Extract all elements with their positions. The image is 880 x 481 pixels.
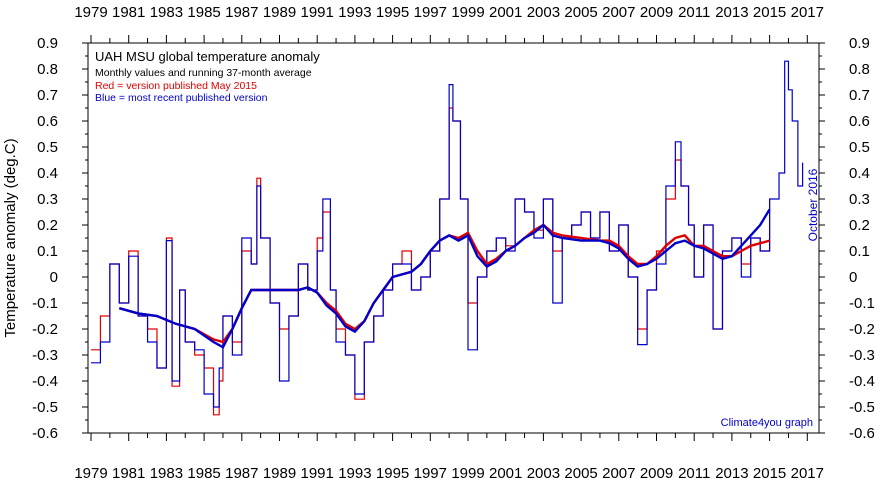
- x-tick-label-bottom: 2017: [791, 465, 824, 481]
- x-tick-label-top: 1991: [301, 4, 334, 21]
- x-tick-label-bottom: 2003: [527, 465, 560, 481]
- y-tick-label-right: -0.3: [849, 347, 875, 364]
- x-tick-label-bottom: 2011: [678, 465, 710, 481]
- x-tick-label-top: 1983: [150, 4, 183, 21]
- y-tick-label-right: 0.4: [849, 165, 870, 182]
- x-tick-label-bottom: 1979: [74, 465, 107, 481]
- plot-lines: [91, 60, 804, 416]
- y-tick-label-left: 0.4: [37, 165, 58, 182]
- y-tick-label-left: 0.6: [37, 113, 58, 130]
- y-tick-label-left: 0.7: [37, 87, 58, 104]
- x-tick-label-bottom: 2015: [753, 465, 786, 481]
- x-tick-label-top: 1993: [338, 4, 371, 21]
- blue-legend-note: Blue = most recent published version: [95, 92, 268, 104]
- x-tick-label-top: 2009: [640, 4, 673, 21]
- y-tick-label-left: 0.5: [37, 139, 58, 156]
- x-tick-label-top: 1981: [112, 4, 145, 21]
- y-tick-label-right: 0.7: [849, 87, 870, 104]
- x-tick-label-bottom: 1997: [414, 465, 447, 481]
- x-tick-label-top: 2011: [678, 4, 710, 21]
- y-tick-label-right: -0.4: [849, 373, 875, 390]
- x-tick-label-top: 2017: [791, 4, 824, 21]
- x-tick-label-top: 1999: [451, 4, 484, 21]
- x-tick-label-bottom: 1987: [225, 465, 258, 481]
- y-tick-label-right: 0.1: [849, 243, 870, 260]
- x-tick-label-bottom: 2007: [602, 465, 635, 481]
- x-tick-label-top: 1995: [376, 4, 409, 21]
- x-tick-label-bottom: 1989: [263, 465, 296, 481]
- y-tick-label-right: 0.6: [849, 113, 870, 130]
- x-tick-label-bottom: 1981: [112, 465, 145, 481]
- x-tick-label-bottom: 1991: [301, 465, 334, 481]
- y-tick-label-right: 0.9: [849, 35, 870, 52]
- y-tick-label-right: -0.6: [849, 425, 875, 442]
- x-tick-label-bottom: 1983: [150, 465, 183, 481]
- y-tick-label-right: 0.8: [849, 61, 870, 78]
- x-tick-label-top: 1987: [225, 4, 258, 21]
- x-tick-label-top: 1989: [263, 4, 296, 21]
- x-tick-label-bottom: 1985: [187, 465, 220, 481]
- date-label: October 2016: [806, 168, 820, 241]
- monthly-series-line: [91, 60, 804, 408]
- x-tick-label-bottom: 2013: [715, 465, 748, 481]
- y-tick-label-left: -0.3: [32, 347, 58, 364]
- y-tick-label-left: 0.2: [37, 217, 58, 234]
- y-tick-label-left: 0.1: [37, 243, 58, 260]
- y-tick-label-left: 0: [50, 269, 58, 286]
- y-tick-label-left: 0.3: [37, 191, 58, 208]
- x-tick-label-top: 2001: [489, 4, 522, 21]
- y-tick-label-right: 0: [849, 269, 857, 286]
- y-tick-label-right: 0.2: [849, 217, 870, 234]
- x-tick-label-bottom: 1995: [376, 465, 409, 481]
- x-tick-label-top: 1997: [414, 4, 447, 21]
- x-tick-label-top: 1985: [187, 4, 220, 21]
- y-tick-label-right: 0.5: [849, 139, 870, 156]
- y-tick-label-right: -0.1: [849, 295, 875, 312]
- credit-label: Climate4you graph: [721, 417, 813, 429]
- y-tick-label-left: -0.2: [32, 321, 58, 338]
- y-tick-label-right: -0.2: [849, 321, 875, 338]
- x-tick-label-bottom: 2005: [564, 465, 597, 481]
- y-tick-label-right: -0.5: [849, 399, 875, 416]
- y-tick-label-left: -0.6: [32, 425, 58, 442]
- y-tick-label-left: 0.9: [37, 35, 58, 52]
- red-legend-note: Red = version published May 2015: [95, 80, 257, 92]
- x-tick-label-bottom: 1993: [338, 465, 371, 481]
- running-average-line: [118, 208, 771, 349]
- x-tick-label-top: 2005: [564, 4, 597, 21]
- x-tick-label-bottom: 1999: [451, 465, 484, 481]
- y-tick-label-right: 0.3: [849, 191, 870, 208]
- x-tick-label-top: 2007: [602, 4, 635, 21]
- chart-title: UAH MSU global temperature anomaly: [95, 49, 320, 64]
- axes: 1979197919811981198319831985198519871987…: [32, 4, 875, 481]
- x-tick-label-bottom: 2009: [640, 465, 673, 481]
- x-tick-label-top: 2015: [753, 4, 786, 21]
- x-tick-label-top: 2013: [715, 4, 748, 21]
- y-axis-title: Temperature anomaly (deg.C): [2, 138, 19, 337]
- y-tick-label-left: -0.5: [32, 399, 58, 416]
- y-tick-label-left: -0.4: [32, 373, 58, 390]
- y-tick-label-left: 0.8: [37, 61, 58, 78]
- x-tick-label-top: 2003: [527, 4, 560, 21]
- x-tick-label-top: 1979: [74, 4, 107, 21]
- y-tick-label-left: -0.1: [32, 295, 58, 312]
- x-tick-label-bottom: 2001: [489, 465, 522, 481]
- chart-subtitle: Monthly values and running 37-month aver…: [95, 67, 312, 79]
